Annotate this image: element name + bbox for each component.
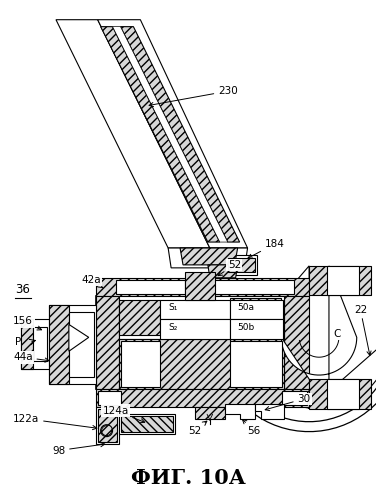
Text: 230: 230 [149, 86, 238, 107]
Polygon shape [96, 407, 118, 444]
Polygon shape [33, 327, 47, 361]
Polygon shape [56, 19, 210, 248]
Text: 36: 36 [15, 283, 30, 296]
Text: 184: 184 [248, 239, 284, 258]
Text: 122a: 122a [13, 414, 97, 430]
Polygon shape [248, 266, 377, 409]
Text: C: C [333, 329, 340, 339]
Polygon shape [228, 258, 254, 272]
Text: 22: 22 [354, 304, 371, 355]
Text: 52: 52 [218, 260, 241, 275]
Polygon shape [180, 248, 238, 265]
Polygon shape [101, 26, 220, 242]
Text: 42a: 42a [81, 275, 103, 288]
Text: 56: 56 [242, 420, 261, 436]
Text: 44a: 44a [13, 352, 49, 362]
Text: 50b: 50b [238, 323, 255, 332]
Polygon shape [69, 311, 94, 377]
Polygon shape [21, 319, 49, 369]
Text: 98: 98 [52, 443, 105, 456]
Polygon shape [115, 280, 185, 294]
Polygon shape [195, 407, 225, 419]
Text: 124a: 124a [103, 406, 145, 423]
Polygon shape [69, 324, 89, 351]
Polygon shape [254, 404, 284, 419]
Polygon shape [96, 389, 309, 407]
Polygon shape [168, 248, 248, 268]
Polygon shape [118, 295, 284, 339]
Text: ФИГ. 10А: ФИГ. 10А [130, 468, 245, 489]
Polygon shape [98, 19, 248, 248]
Polygon shape [113, 26, 228, 242]
Polygon shape [230, 319, 283, 339]
Polygon shape [49, 304, 69, 384]
Polygon shape [98, 409, 116, 442]
Polygon shape [118, 299, 160, 335]
Polygon shape [96, 295, 118, 389]
Polygon shape [282, 391, 307, 405]
Polygon shape [185, 272, 215, 299]
Polygon shape [121, 416, 173, 432]
Polygon shape [160, 319, 230, 339]
Polygon shape [309, 266, 371, 295]
Polygon shape [281, 266, 357, 409]
Polygon shape [230, 299, 283, 319]
Polygon shape [121, 26, 240, 242]
Polygon shape [96, 278, 309, 295]
Polygon shape [309, 379, 371, 409]
Polygon shape [118, 414, 175, 434]
Text: 156: 156 [13, 316, 41, 330]
Polygon shape [118, 339, 284, 389]
Text: 52: 52 [188, 421, 207, 436]
Text: S₂: S₂ [168, 323, 178, 332]
Polygon shape [208, 265, 238, 278]
Text: P: P [15, 337, 21, 347]
Polygon shape [327, 266, 359, 295]
Polygon shape [160, 299, 230, 319]
Text: S₁: S₁ [168, 303, 178, 312]
Polygon shape [96, 295, 309, 389]
Polygon shape [21, 319, 33, 369]
Polygon shape [121, 341, 160, 387]
Polygon shape [98, 391, 121, 405]
Polygon shape [225, 404, 254, 419]
Polygon shape [49, 304, 96, 384]
Polygon shape [284, 295, 309, 389]
Polygon shape [200, 280, 294, 294]
Polygon shape [230, 297, 281, 341]
Text: 30: 30 [265, 394, 310, 411]
Polygon shape [225, 255, 257, 275]
Polygon shape [230, 341, 282, 387]
Polygon shape [327, 379, 359, 409]
Text: 50a: 50a [238, 303, 254, 312]
